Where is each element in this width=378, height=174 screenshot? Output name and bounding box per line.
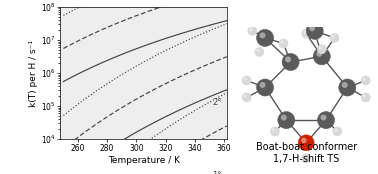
Text: 2°: 2°	[212, 97, 222, 106]
Circle shape	[321, 115, 327, 121]
Circle shape	[255, 48, 264, 57]
Circle shape	[318, 112, 335, 129]
Circle shape	[363, 77, 366, 81]
Circle shape	[302, 29, 311, 38]
Circle shape	[303, 155, 307, 159]
Circle shape	[270, 127, 279, 136]
Circle shape	[260, 82, 265, 88]
Circle shape	[272, 129, 275, 132]
Circle shape	[363, 94, 366, 98]
Circle shape	[242, 76, 251, 85]
Circle shape	[333, 127, 342, 136]
Circle shape	[244, 77, 247, 81]
Circle shape	[316, 51, 322, 57]
Circle shape	[244, 94, 247, 98]
Circle shape	[361, 93, 370, 102]
Circle shape	[302, 154, 311, 163]
Circle shape	[298, 135, 314, 151]
Circle shape	[256, 49, 260, 52]
Circle shape	[342, 82, 348, 88]
Circle shape	[306, 22, 323, 39]
Circle shape	[303, 31, 307, 34]
Circle shape	[285, 57, 291, 62]
Circle shape	[248, 26, 257, 35]
X-axis label: Temperature / K: Temperature / K	[108, 156, 180, 165]
Circle shape	[282, 53, 299, 70]
Circle shape	[242, 93, 251, 102]
Circle shape	[361, 76, 370, 85]
Circle shape	[319, 46, 322, 49]
Circle shape	[278, 112, 295, 129]
Text: 1°: 1°	[212, 171, 222, 174]
Circle shape	[280, 41, 284, 44]
Circle shape	[257, 29, 274, 46]
Circle shape	[330, 33, 339, 42]
Circle shape	[279, 39, 288, 48]
Circle shape	[335, 129, 338, 132]
Circle shape	[260, 32, 265, 38]
Circle shape	[301, 138, 307, 143]
Circle shape	[249, 28, 253, 31]
Circle shape	[309, 25, 315, 31]
Circle shape	[317, 45, 326, 54]
Circle shape	[281, 115, 287, 121]
Circle shape	[313, 48, 330, 65]
Circle shape	[339, 79, 356, 96]
Circle shape	[257, 79, 274, 96]
Circle shape	[332, 35, 335, 38]
Text: Boat-boat conformer
1,7-H-shift TS: Boat-boat conformer 1,7-H-shift TS	[256, 142, 357, 164]
Y-axis label: k(T) per H / s⁻¹: k(T) per H / s⁻¹	[29, 39, 38, 107]
